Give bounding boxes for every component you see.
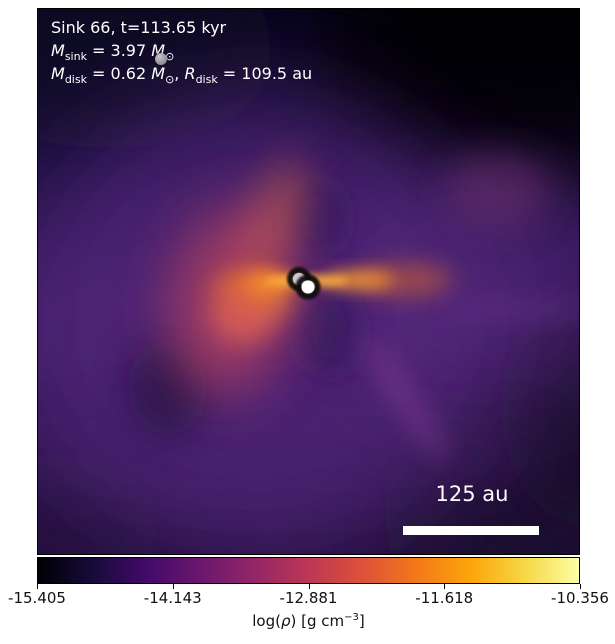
colorbar-tick [308,584,310,589]
sink-marker-primary [295,274,321,300]
colorbar-tick-labels: -15.405 -14.143 -12.881 -11.618 -10.356 [8,589,609,607]
rho-symbol: ρ [280,612,291,630]
density-map: Sink 66, t=113.65 kyr Msink = 3.97 M⊙ Md… [37,8,580,555]
annotation-sink-mass: Msink = 3.97 M⊙ [51,41,175,64]
density-field-rendering [38,9,579,554]
annotation-title: Sink 66, t=113.65 kyr [51,16,312,39]
colorbar-tick-label: -11.618 [415,589,474,607]
colorbar-tick-label: -12.881 [279,589,338,607]
title-text: Sink 66, t=113.65 kyr [51,18,227,37]
colorbar-ticks [37,584,581,589]
scalebar-bar [403,526,539,535]
scalebar-label: 125 au [435,482,509,506]
sink-marker-background [155,53,167,65]
annotation-block: Sink 66, t=113.65 kyr Msink = 3.97 M⊙ Md… [51,16,312,85]
colorbar-tick-label: -14.143 [143,589,202,607]
colorbar-tick [172,584,174,589]
colorbar-tick [580,584,581,589]
colorbar-gradient [37,557,580,584]
sun-symbol: ⊙ [165,73,175,87]
sun-symbol: ⊙ [165,50,175,64]
colorbar-tick-label: -15.405 [8,589,66,607]
colorbar-axis-label: log(ρ) [g cm−3] [252,612,365,630]
colorbar-tick [444,584,446,589]
colorbar-tick-label: -10.356 [551,589,609,607]
colorbar-tick [37,584,38,589]
annotation-disk-mass-radius: Mdisk = 0.62 M⊙, Rdisk = 109.5 au [51,64,313,87]
